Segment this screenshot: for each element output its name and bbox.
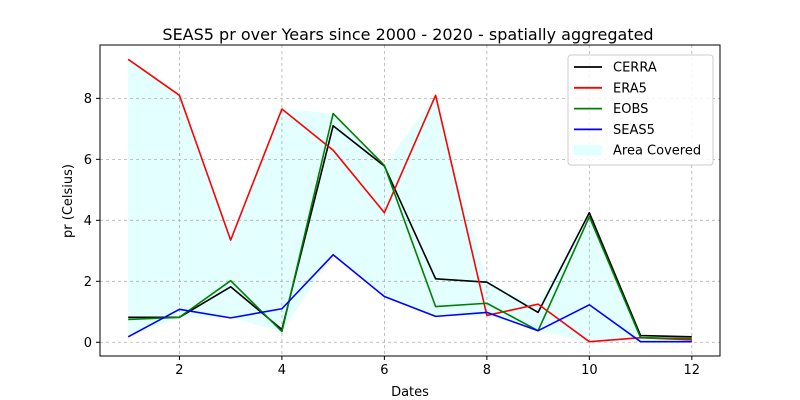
legend-swatch-area-covered <box>574 145 602 156</box>
y-tick-label: 6 <box>84 153 92 168</box>
y-axis-label: pr (Celsius) <box>61 164 76 238</box>
series-line-seas5 <box>127 253 692 343</box>
x-ticks: 2 4 6 8 10 12 <box>175 356 700 378</box>
x-axis-label: Dates <box>391 385 429 400</box>
x-tick-label: 10 <box>581 363 598 378</box>
y-tick-label: 4 <box>84 214 92 229</box>
plot-frame <box>99 44 721 357</box>
legend-label-area-covered: Area Covered <box>613 144 701 159</box>
chart-title: SEAS5 pr over Years since 2000 - 2020 - … <box>162 25 653 44</box>
legend-box <box>567 54 714 166</box>
legend-label-seas5: SEAS5 <box>613 123 655 138</box>
y-tick-label: 0 <box>84 336 92 351</box>
x-tick-label: 12 <box>684 363 701 378</box>
x-tick-label: 8 <box>483 363 491 378</box>
y-tick-label: 8 <box>84 92 92 107</box>
legend-label-eobs: EOBS <box>613 102 648 117</box>
y-ticks: 0 2 4 6 8 <box>84 92 100 351</box>
x-tick-label: 4 <box>278 363 286 378</box>
area-covered <box>128 59 692 342</box>
x-tick-label: 6 <box>380 363 388 378</box>
legend-label-era5: ERA5 <box>613 81 647 96</box>
series-line-era5 <box>127 58 692 343</box>
series-line-eobs <box>128 112 692 340</box>
x-tick-label: 2 <box>175 363 183 378</box>
legend: CERRA ERA5 EOBS SEAS5 Area Covered <box>567 54 714 166</box>
series-lines <box>127 58 692 343</box>
legend-label-cerra: CERRA <box>613 61 657 76</box>
y-tick-label: 2 <box>84 275 92 290</box>
series-line-cerra <box>128 124 692 338</box>
area-covered-layer <box>128 59 692 342</box>
